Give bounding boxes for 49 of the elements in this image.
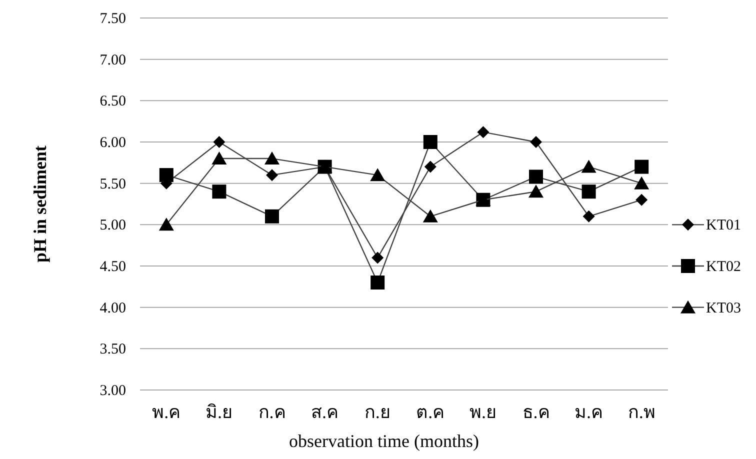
point	[212, 184, 226, 199]
point	[529, 170, 543, 184]
point	[423, 135, 438, 149]
point	[422, 209, 438, 222]
y-tick-label: 4.00	[100, 300, 126, 316]
legend-label: KT03	[706, 300, 741, 316]
x-tick-label: ก.พ	[628, 402, 656, 422]
x-tick-label: ก.ย	[364, 402, 391, 422]
x-tick-label: พ.ย	[469, 402, 497, 422]
point	[213, 136, 226, 148]
x-tick-label: ม.ค	[574, 402, 604, 422]
x-tick-label: ก.ค	[258, 402, 286, 422]
legend-label: KT01	[706, 218, 741, 234]
point	[212, 152, 227, 165]
point	[159, 168, 174, 182]
point	[634, 176, 650, 190]
x-tick-label: ธ.ค	[522, 402, 550, 422]
point	[372, 252, 384, 264]
x-tick-label: ต.ค	[416, 402, 445, 422]
point	[582, 184, 596, 199]
point	[582, 210, 595, 222]
point	[370, 276, 385, 290]
point	[424, 160, 436, 173]
point	[636, 194, 648, 206]
point	[265, 209, 279, 224]
y-tick-label: 7.00	[100, 52, 126, 68]
x-axis-title: observation time (months)	[289, 431, 479, 451]
y-tick-label: 6.00	[100, 135, 126, 151]
point	[530, 136, 542, 148]
point	[266, 169, 278, 182]
point	[477, 126, 490, 138]
point	[581, 160, 596, 173]
point	[264, 152, 280, 165]
y-axis-title: pH in sediment	[30, 145, 50, 263]
point	[370, 168, 386, 182]
y-tick-label: 6.50	[100, 94, 126, 110]
y-tick-label: 3.00	[100, 383, 126, 399]
point	[528, 184, 544, 198]
y-tick-label: 7.50	[100, 11, 126, 27]
y-tick-label: 3.50	[100, 342, 126, 358]
point	[158, 218, 174, 231]
x-tick-label: ส.ค	[311, 402, 339, 422]
x-tick-label: มิ.ย	[205, 402, 233, 422]
legend-label: KT02	[706, 259, 741, 275]
y-tick-label: 5.00	[100, 218, 126, 234]
x-tick-label: พ.ค	[152, 402, 181, 422]
point	[634, 160, 649, 174]
y-tick-label: 4.50	[100, 259, 126, 275]
y-tick-label: 5.50	[100, 176, 126, 192]
